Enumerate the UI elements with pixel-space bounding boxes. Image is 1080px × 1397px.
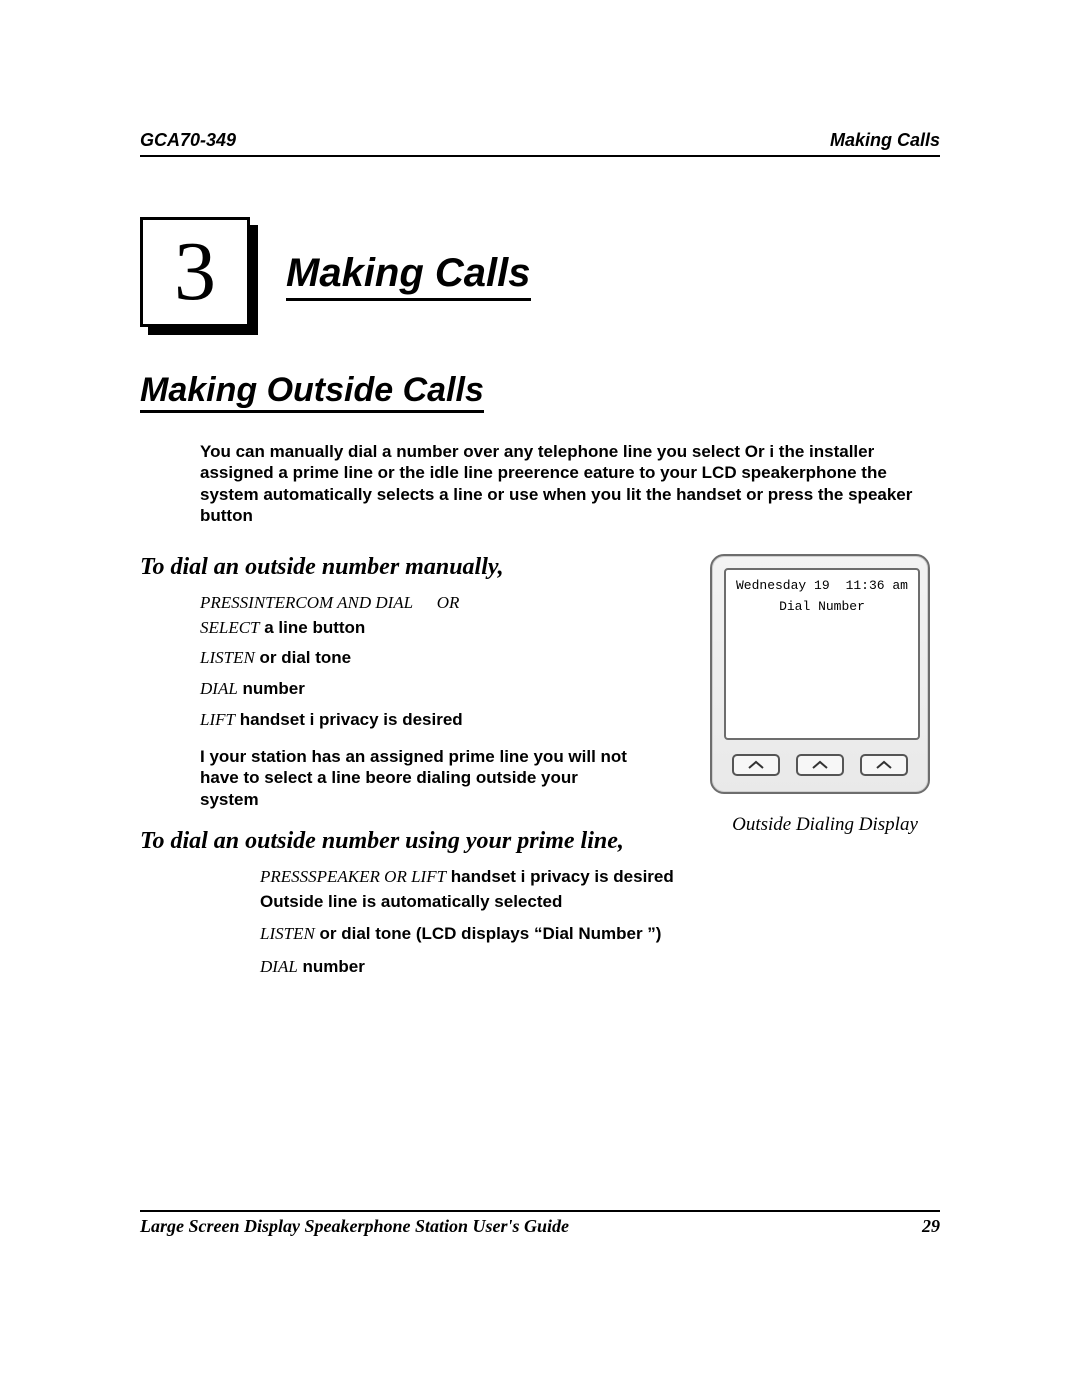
step-keyword: PRESS	[260, 867, 308, 886]
step-text: or dial tone	[255, 648, 351, 667]
subsection-title-manual: To dial an outside number manually,	[140, 554, 670, 581]
left-column: To dial an outside number manually, PRES…	[140, 554, 670, 865]
steps-manual: PRESSINTERCOM AND DIAL OR SELECT a line …	[200, 591, 670, 732]
chapter-heading: 3 Making Calls	[140, 217, 940, 335]
two-column-area: To dial an outside number manually, PRES…	[140, 554, 940, 865]
page-content: GCA70-349 Making Calls 3 Making Calls Ma…	[140, 130, 940, 988]
step-keyword: SELECT	[200, 618, 260, 637]
chevron-up-icon	[747, 760, 765, 770]
chapter-number: 3	[140, 217, 250, 327]
step-keyword: DIAL	[200, 679, 238, 698]
footer-left: Large Screen Display Speakerphone Statio…	[140, 1216, 569, 1237]
step-keyword: LISTEN	[260, 924, 315, 943]
step: LIFT handset i privacy is desired	[200, 708, 670, 733]
subsection-title-prime: To dial an outside number using your pri…	[140, 828, 670, 855]
step: DIAL number	[200, 677, 670, 702]
step: DIAL number	[260, 955, 920, 980]
screen-line-1: Wednesday 19 11:36 am	[736, 578, 908, 593]
step-text: a line button	[260, 618, 366, 637]
phone-device: Wednesday 19 11:36 am Dial Number	[710, 554, 930, 794]
screen-time: 11:36 am	[846, 578, 908, 593]
chevron-up-icon	[811, 760, 829, 770]
step-keyword: PRESS	[200, 593, 248, 612]
prime-line-note: I your station has an assigned prime lin…	[200, 746, 630, 810]
step: PRESSINTERCOM AND DIAL OR SELECT a line …	[200, 591, 670, 640]
step-italic: SPEAKER OR LIFT	[308, 867, 446, 886]
phone-screen: Wednesday 19 11:36 am Dial Number	[724, 568, 920, 740]
intro-paragraph: You can manually dial a number over any …	[200, 441, 940, 526]
page-footer: Large Screen Display Speakerphone Statio…	[140, 1210, 940, 1237]
step-tail: OR	[437, 593, 460, 612]
figure-caption: Outside Dialing Display	[710, 814, 940, 836]
footer-page-number: 29	[922, 1216, 940, 1237]
screen-prompt: Dial Number	[736, 599, 908, 614]
header-left: GCA70-349	[140, 130, 236, 151]
step-text: handset i privacy is desired	[446, 867, 674, 886]
chapter-title: Making Calls	[286, 251, 531, 301]
chapter-number-box: 3	[140, 217, 258, 335]
step-italic: INTERCOM AND DIAL	[248, 593, 413, 612]
step-text: number	[238, 679, 305, 698]
step-keyword: DIAL	[260, 957, 298, 976]
softkey-button	[860, 754, 908, 776]
device-column: Wednesday 19 11:36 am Dial Number	[710, 554, 940, 865]
screen-date: Wednesday 19	[736, 578, 830, 593]
softkey-button	[796, 754, 844, 776]
step: LISTEN or dial tone (LCD displays “Dial …	[260, 922, 920, 947]
section-title: Making Outside Calls	[140, 371, 484, 413]
step-text: or dial tone (LCD displays “Dial Number …	[315, 924, 662, 943]
step-text: Outside line is automatically selected	[260, 892, 562, 911]
steps-prime: PRESSSPEAKER OR LIFT handset i privacy i…	[260, 865, 920, 980]
step-keyword: LISTEN	[200, 648, 255, 667]
header-right: Making Calls	[830, 130, 940, 151]
step-keyword: LIFT	[200, 710, 235, 729]
page-header: GCA70-349 Making Calls	[140, 130, 940, 157]
phone-softkey-row	[724, 754, 916, 776]
chevron-up-icon	[875, 760, 893, 770]
step: PRESSSPEAKER OR LIFT handset i privacy i…	[260, 865, 920, 914]
step-text: number	[298, 957, 365, 976]
softkey-button	[732, 754, 780, 776]
step-text: handset i privacy is desired	[235, 710, 463, 729]
step: LISTEN or dial tone	[200, 646, 670, 671]
